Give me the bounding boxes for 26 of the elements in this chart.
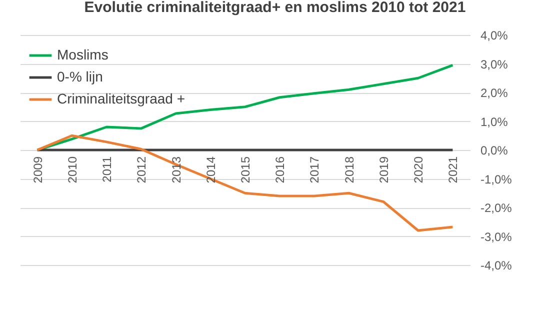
y-tick-label: -3,0% [480,230,512,244]
x-tick-label: 2012 [134,156,149,184]
x-tick-label: 2011 [100,156,114,182]
y-tick-label: -1,0% [480,172,512,186]
y-tick-label: -2,0% [480,201,512,215]
x-tick-label: 2018 [342,156,356,184]
x-tick-label: 2021 [446,156,460,184]
x-tick-label: 2009 [30,156,45,184]
x-tick-label: 2019 [376,156,391,184]
y-tick-label: 4,0% [480,28,508,42]
x-tick-label: 2020 [412,156,426,184]
x-tick-label: 2014 [204,156,218,184]
y-tick-label: -4,0% [480,258,512,272]
x-tick-label: 2016 [273,156,288,184]
y-tick-label: 2,0% [480,86,508,100]
x-tick-label: 2010 [65,156,80,184]
legend-label: Moslims [57,46,108,62]
legend-label: 0-% lijn [57,68,103,84]
y-tick-label: 0,0% [480,144,508,158]
y-tick-label: 1,0% [480,114,508,129]
chart-title: Evolutie criminaliteitgraad+ en moslims 2010 tot 2021 [84,0,466,16]
legend-label: Criminaliteitsgraad + [57,90,185,106]
x-tick-label: 2013 [169,156,184,184]
x-tick-label: 2017 [308,156,322,184]
x-tick-label: 2015 [238,156,252,184]
y-tick-label: 3,0% [480,57,508,72]
